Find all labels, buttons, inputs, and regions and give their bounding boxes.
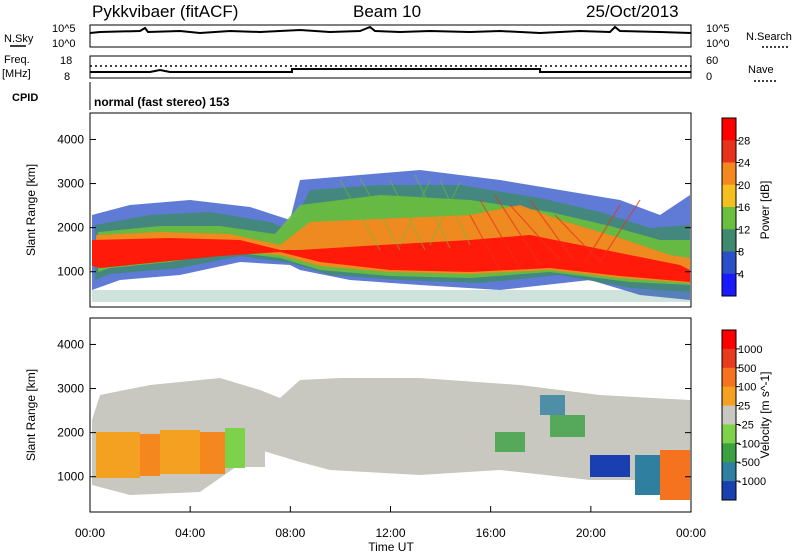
power-colorbar-cell bbox=[722, 184, 736, 208]
power-colorbar-tick-label: 8 bbox=[738, 247, 744, 259]
xtick-label: 12:00 bbox=[375, 526, 405, 540]
velocity-colorbar-cell bbox=[722, 443, 736, 463]
velocity-y-axis: 1000 2000 3000 4000 bbox=[57, 337, 691, 484]
cpid-label: CPID bbox=[12, 92, 38, 104]
velocity-colorbar-frame bbox=[721, 329, 737, 501]
power-colorbar-cell bbox=[722, 207, 736, 230]
beam-title: Beam 10 bbox=[353, 2, 421, 21]
date-title: 25/Oct/2013 bbox=[586, 2, 679, 21]
velocity-colorbar-cell bbox=[722, 462, 736, 482]
velocity-ytick-label: 2000 bbox=[57, 426, 84, 440]
xtick-label: 20:00 bbox=[576, 526, 606, 540]
freq-label: Freq. bbox=[4, 54, 30, 66]
power-colorbar-label: Power [dB] bbox=[758, 181, 772, 240]
velocity-colorbar-tick-label: 100 bbox=[738, 382, 756, 394]
power-colorbar-cell bbox=[722, 118, 736, 141]
velocity-colorbar-label: Velocity [m s^-1] bbox=[758, 372, 772, 459]
velocity-ytick-label: 3000 bbox=[57, 382, 84, 396]
power-colorbar-tick-label: 20 bbox=[738, 180, 750, 192]
nsky-line bbox=[89, 25, 692, 35]
velocity-colorbar-cell bbox=[722, 386, 736, 407]
freq-line bbox=[90, 68, 691, 73]
power-colorbar-tick-label: 28 bbox=[738, 135, 750, 147]
velocity-colorbar-tick-label: -500 bbox=[738, 457, 760, 469]
velocity-ytick-label: 1000 bbox=[57, 470, 84, 484]
power-colorbar-tick-label: 24 bbox=[738, 158, 750, 170]
freq-strip-frame bbox=[89, 55, 692, 79]
power-panel-frame bbox=[89, 112, 692, 308]
nave-tick-top: 60 bbox=[706, 55, 718, 67]
nave-label: Nave bbox=[748, 64, 774, 76]
xtick-label: 00:00 bbox=[676, 526, 706, 540]
xtick-label: 00:00 bbox=[75, 526, 105, 540]
freq-tick-top: 18 bbox=[60, 55, 72, 67]
power-colorbar-cell bbox=[722, 229, 736, 252]
power-colorbar-tick-label: 12 bbox=[738, 224, 750, 236]
velocity-ytick-label: 4000 bbox=[57, 337, 84, 351]
freq-tick-bottom: 8 bbox=[64, 71, 70, 83]
nsky-strip-frame bbox=[89, 24, 692, 48]
power-ytick-label: 4000 bbox=[57, 132, 84, 146]
station-title: Pykkvibaer (fitACF) bbox=[92, 2, 238, 21]
nsearch-tick-bottom: 10^0 bbox=[706, 38, 730, 50]
velocity-xlabel: Time UT bbox=[368, 540, 414, 554]
velocity-colorbar-cell bbox=[722, 348, 736, 369]
power-y-axis: 1000 2000 3000 4000 bbox=[57, 132, 691, 279]
velocity-colorbar-cell bbox=[722, 367, 736, 388]
xtick-label: 04:00 bbox=[175, 526, 205, 540]
power-ytick-label: 2000 bbox=[57, 221, 84, 235]
velocity-colorbar-tick-label: 1000 bbox=[738, 344, 762, 356]
velocity-colorbar-cell bbox=[722, 481, 736, 501]
velocity-colorbar-tick-label: 25 bbox=[738, 401, 750, 413]
power-ylabel: Slant Range [km] bbox=[24, 164, 38, 256]
power-colorbar-cell bbox=[722, 140, 736, 163]
xtick-label: 16:00 bbox=[476, 526, 506, 540]
nsearch-label: N.Search bbox=[746, 31, 792, 43]
velocity-colorbar-tick-label: -1000 bbox=[738, 476, 766, 488]
velocity-colorbar-cell bbox=[722, 330, 736, 350]
power-colorbar-tick-label: 16 bbox=[738, 202, 750, 214]
power-colorbar-cell bbox=[722, 251, 736, 275]
power-ytick-label: 3000 bbox=[57, 177, 84, 191]
power-ytick-label: 1000 bbox=[57, 265, 84, 279]
velocity-colorbar-cell bbox=[722, 405, 736, 425]
power-colorbar: 4 8 12 16 20 24 28 bbox=[721, 117, 750, 297]
velocity-colorbar-tick-label: -25 bbox=[738, 419, 754, 431]
nsky-tick-top: 10^5 bbox=[52, 23, 76, 35]
power-colorbar-cell bbox=[722, 162, 736, 186]
nsearch-tick-top: 10^5 bbox=[706, 23, 730, 35]
nave-tick-bottom: 0 bbox=[706, 71, 712, 83]
velocity-x-axis: 00:00 04:00 08:00 12:00 16:00 20:00 00:00 bbox=[75, 506, 706, 540]
cpid-text: normal (fast stereo) 153 bbox=[94, 95, 230, 109]
freq-unit: [MHz] bbox=[2, 68, 31, 80]
power-colorbar-cell bbox=[722, 273, 736, 297]
nsky-label: N.Sky bbox=[4, 33, 34, 45]
velocity-colorbar-tick-label: 500 bbox=[738, 363, 756, 375]
power-colorbar-tick-label: 4 bbox=[738, 269, 744, 281]
nsky-tick-bottom: 10^0 bbox=[52, 38, 76, 50]
velocity-ylabel: Slant Range [km] bbox=[24, 369, 38, 461]
velocity-colorbar: 1000 500 100 25 -25 -100 -500 -1000 bbox=[721, 329, 766, 501]
xtick-label: 08:00 bbox=[275, 526, 305, 540]
power-heatmap bbox=[92, 170, 690, 302]
velocity-colorbar-cell bbox=[722, 424, 736, 444]
velocity-heatmap bbox=[92, 378, 690, 500]
velocity-colorbar-tick-label: -100 bbox=[738, 438, 760, 450]
